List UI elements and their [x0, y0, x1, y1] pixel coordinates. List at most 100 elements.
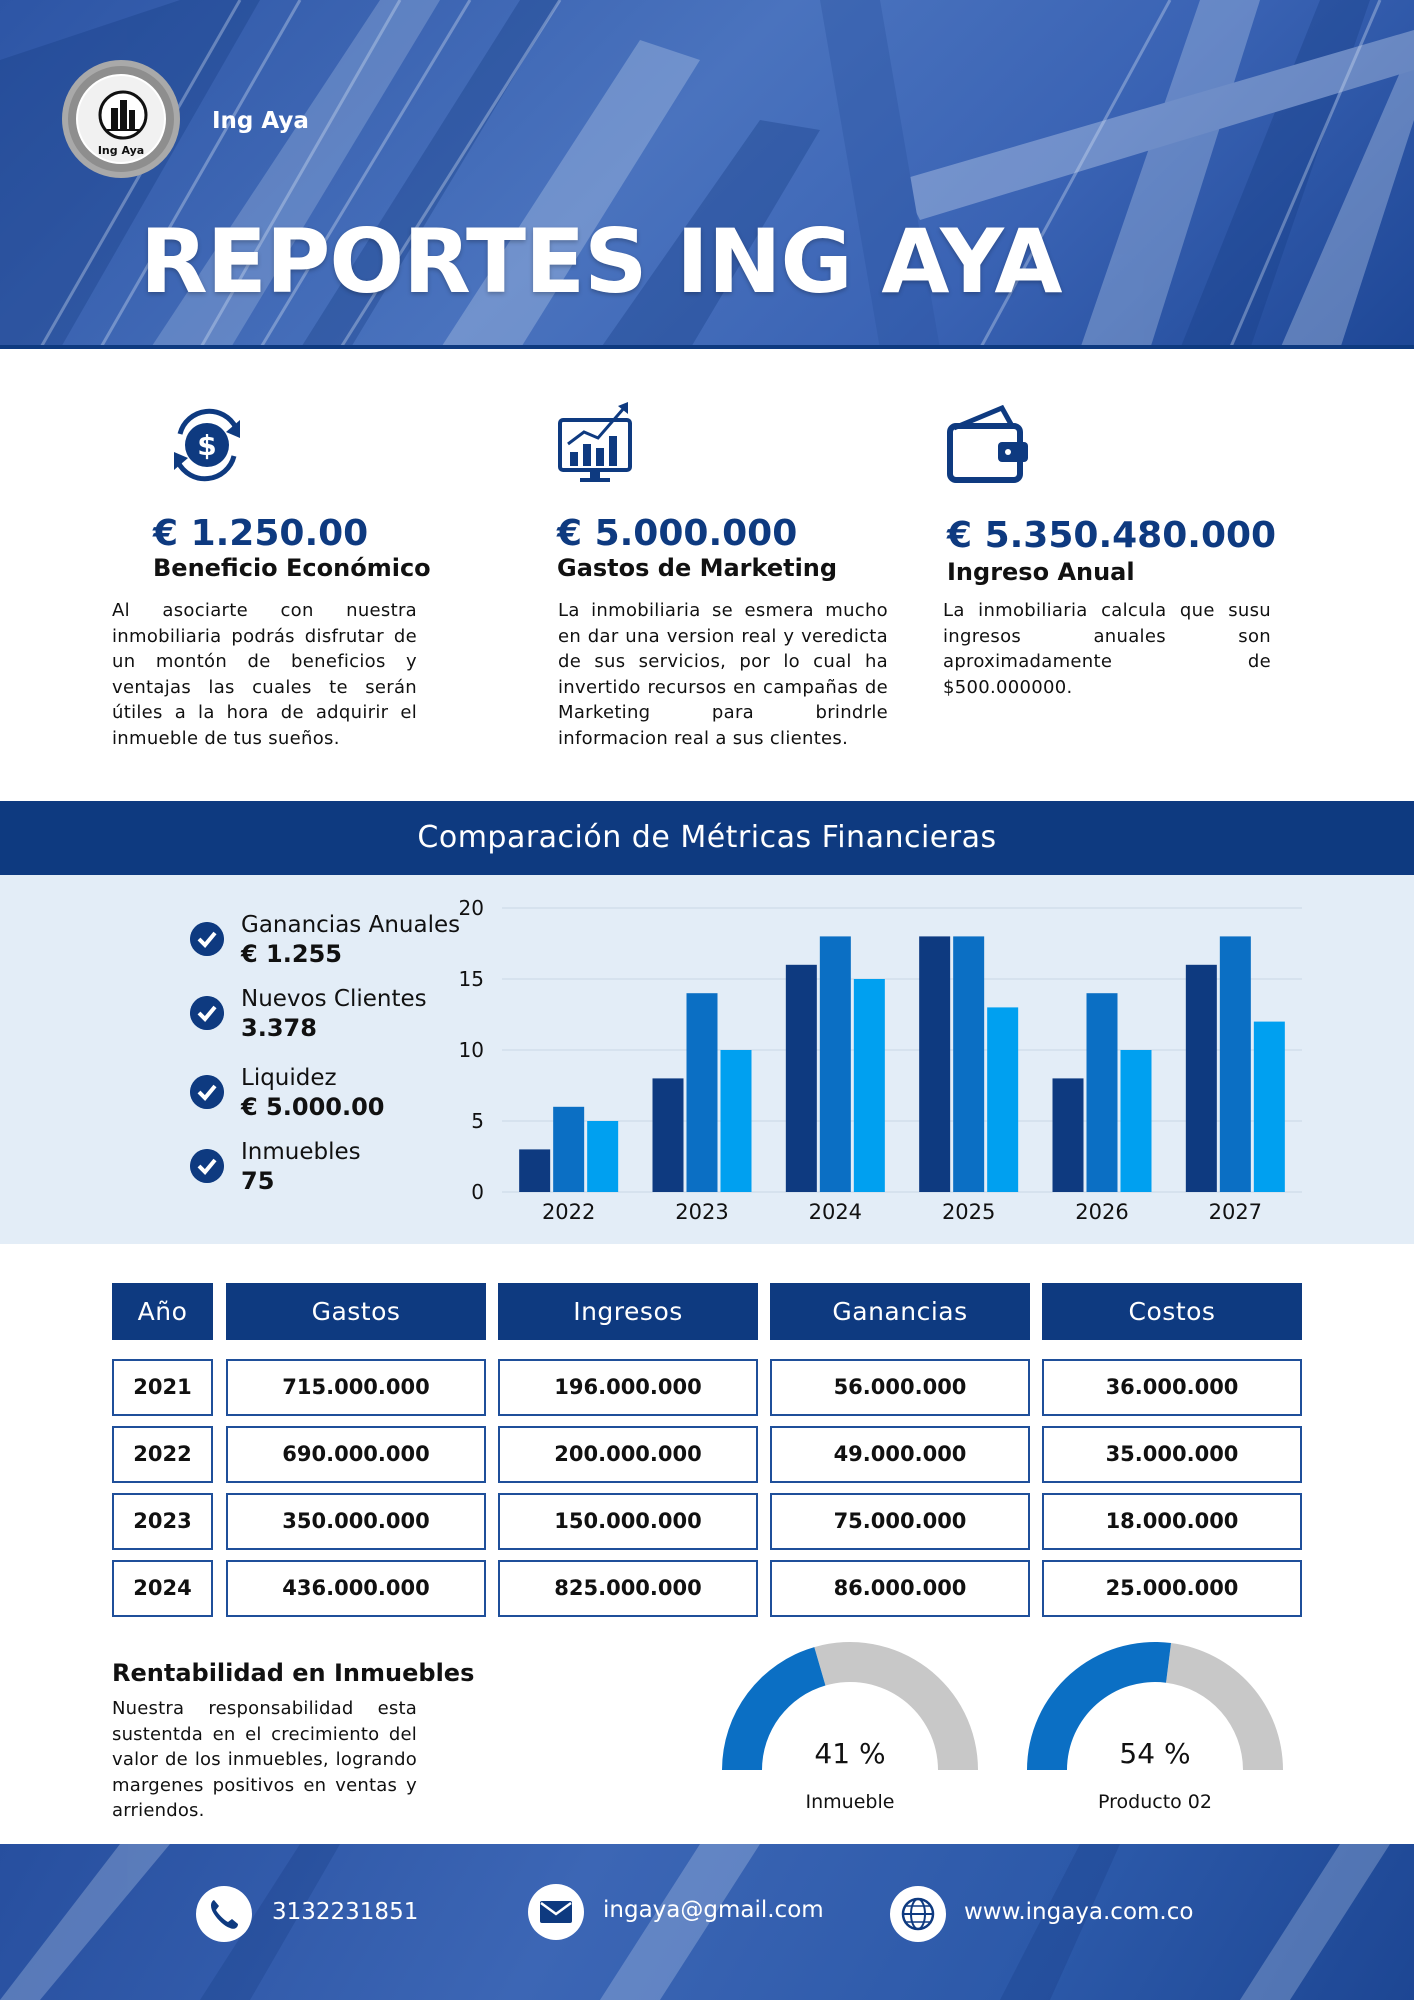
building-background	[0, 1844, 1390, 2000]
bar	[953, 936, 985, 1192]
footer-phone[interactable]: 3132231851	[272, 1899, 419, 1925]
bar	[785, 964, 817, 1192]
globe-icon[interactable]	[890, 1886, 946, 1942]
metric-value: € 5.000.00	[241, 1093, 385, 1121]
gauge-fill	[722, 1647, 826, 1770]
table-cell: 49.000.000	[770, 1426, 1030, 1483]
bar	[1120, 1050, 1152, 1192]
gauge-percent: 41 %	[814, 1737, 886, 1770]
gauge-track	[1166, 1643, 1283, 1770]
table-cell: 25.000.000	[1042, 1560, 1302, 1617]
table-cell: 18.000.000	[1042, 1493, 1302, 1550]
table-header-cell: Gastos	[226, 1283, 486, 1340]
building-background	[0, 0, 1414, 349]
chart-monitor-icon	[558, 402, 632, 482]
page-title: REPORTES ING AYA	[140, 210, 1062, 313]
svg-text:$: $	[197, 429, 216, 462]
stat-label-ingreso: Ingreso Anual	[947, 558, 1135, 586]
bar	[587, 1121, 619, 1192]
y-tick-label: 20	[459, 896, 484, 920]
email-icon[interactable]	[528, 1884, 584, 1940]
dollar-exchange-icon: $	[174, 408, 240, 482]
bar	[919, 936, 951, 1192]
table-cell: 150.000.000	[498, 1493, 758, 1550]
footer-website[interactable]: www.ingaya.com.co	[964, 1899, 1194, 1925]
header-banner: Ing Aya Ing Aya REPORTES ING AYA	[0, 0, 1414, 349]
table-cell: 86.000.000	[770, 1560, 1030, 1617]
gauge-fill	[1027, 1642, 1172, 1770]
rentabilidad-description: Nuestra responsabilidad esta sustentda e…	[112, 1698, 417, 1821]
brand-name: Ing Aya	[212, 108, 309, 134]
stat-value-marketing: € 5.000.000	[557, 513, 798, 554]
metric-value: € 1.255	[241, 940, 342, 968]
x-tick-label: 2024	[809, 1200, 862, 1224]
check-icon	[190, 922, 224, 956]
table-cell: 350.000.000	[226, 1493, 486, 1550]
logo-badge: Ing Aya	[76, 74, 166, 164]
table-cell: 825.000.000	[498, 1560, 758, 1617]
stat-label-beneficio: Beneficio Económico	[153, 554, 431, 582]
bar	[819, 936, 851, 1192]
gauge-inmueble	[722, 1642, 978, 1770]
bar	[652, 1078, 684, 1192]
table-cell: 715.000.000	[226, 1359, 486, 1416]
table-cell: 36.000.000	[1042, 1359, 1302, 1416]
bar	[720, 1050, 752, 1192]
bar-chart: 0 5 10 15 20 2022 2023 2024 2025 2026 2027	[459, 896, 1302, 1224]
bar	[853, 979, 885, 1192]
stat-value-beneficio: € 1.250.00	[153, 513, 369, 554]
gauge-percent: 54 %	[1119, 1737, 1191, 1770]
building-logo-icon	[98, 90, 148, 140]
check-icon	[190, 1075, 224, 1109]
gauge-producto-02	[1027, 1642, 1283, 1770]
comparison-title: Comparación de Métricas Financieras	[0, 801, 1414, 875]
wallet-icon	[947, 404, 1028, 483]
y-tick-label: 0	[471, 1180, 484, 1204]
table-cell: 35.000.000	[1042, 1426, 1302, 1483]
rentabilidad-title: Rentabilidad en Inmuebles	[112, 1659, 475, 1687]
gauge-track	[814, 1642, 978, 1770]
table-header-cell: Ingresos	[498, 1283, 758, 1340]
table-header-cell: Año	[112, 1283, 213, 1340]
x-tick-label: 2025	[942, 1200, 995, 1224]
stat-desc-beneficio: Al asociarte con nuestra inmobiliaria po…	[112, 600, 417, 749]
table-header-cell: Costos	[1042, 1283, 1302, 1340]
gauge-label: Inmueble	[805, 1791, 895, 1813]
y-tick-label: 10	[459, 1038, 484, 1062]
table-cell: 196.000.000	[498, 1359, 758, 1416]
metric-label: Liquidez	[241, 1065, 337, 1091]
table-cell: 200.000.000	[498, 1426, 758, 1483]
metric-label: Inmuebles	[241, 1139, 361, 1165]
x-tick-label: 2022	[542, 1200, 595, 1224]
y-tick-label: 5	[471, 1109, 484, 1133]
bar	[1219, 936, 1251, 1192]
header-divider	[0, 345, 1414, 349]
check-icon	[190, 1149, 224, 1183]
table-cell: 2023	[112, 1493, 213, 1550]
table-cell: 2021	[112, 1359, 213, 1416]
table-cell: 75.000.000	[770, 1493, 1030, 1550]
company-logo: Ing Aya	[62, 60, 180, 178]
x-tick-label: 2026	[1075, 1200, 1128, 1224]
stat-value-ingreso: € 5.350.480.000	[947, 515, 1277, 556]
table-cell: 436.000.000	[226, 1560, 486, 1617]
bar	[1185, 964, 1217, 1192]
table-header-cell: Ganancias	[770, 1283, 1030, 1340]
stat-desc-ingreso: La inmobiliaria calcula que susu ingreso…	[943, 600, 1271, 698]
x-tick-label: 2027	[1209, 1200, 1262, 1224]
stat-desc-marketing: La inmobiliaria se esmera mucho en dar u…	[558, 600, 888, 749]
bar	[519, 1149, 551, 1192]
check-icon	[190, 996, 224, 1030]
metric-label: Ganancias Anuales	[241, 912, 461, 938]
phone-icon[interactable]	[196, 1886, 252, 1942]
gauge-label: Producto 02	[1098, 1791, 1212, 1813]
x-tick-label: 2023	[675, 1200, 728, 1224]
metric-label: Nuevos Clientes	[241, 986, 427, 1012]
bar	[1086, 993, 1118, 1192]
table-cell: 56.000.000	[770, 1359, 1030, 1416]
y-tick-label: 15	[459, 967, 484, 991]
table-cell: 2024	[112, 1560, 213, 1617]
footer-email[interactable]: ingaya@gmail.com	[603, 1897, 824, 1923]
metric-value: 3.378	[241, 1014, 317, 1042]
stat-label-marketing: Gastos de Marketing	[557, 554, 838, 582]
